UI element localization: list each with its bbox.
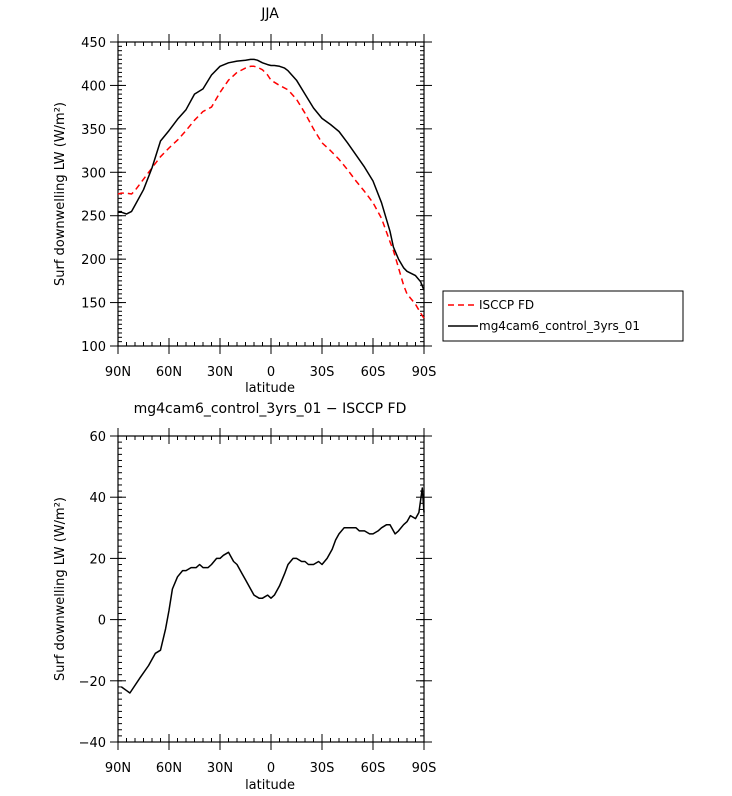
y-tick-label: 20 [89, 552, 106, 567]
x-tick-label: 90N [105, 761, 131, 776]
legend-box [442, 290, 684, 342]
x-tick-label: 30N [207, 365, 233, 380]
plot-frame [117, 435, 425, 743]
y-tick-label: 350 [81, 123, 106, 138]
series-lines [120, 487, 425, 694]
series-lines [117, 58, 425, 319]
tick-marks [110, 428, 432, 750]
x-tick-labels: 90N 60N 30N 0 30S 60S 90S [105, 761, 437, 776]
legend-label-isccp: ISCCP FD [479, 298, 534, 312]
x-tick-labels: 90N 60N 30N 0 30S 60S 90S [105, 365, 437, 380]
y-tick-label: 60 [89, 430, 106, 445]
series-line-mg4cam6-control-3yrs-01 [118, 58, 425, 291]
top-panel: JJA 90N 60N 30N 0 30S 60S 90S 100 150 200 250 300 3… [53, 6, 684, 396]
legend-label-model: mg4cam6_control_3yrs_01 [479, 319, 640, 333]
y-tick-label: 0 [98, 614, 106, 629]
x-tick-label: 0 [267, 761, 275, 776]
x-tick-label: 60N [156, 761, 182, 776]
y-tick-label: 100 [81, 340, 106, 355]
legend: ISCCP FD mg4cam6_control_3yrs_01 [442, 290, 684, 342]
x-tick-label: 90S [412, 761, 437, 776]
x-tick-label: 30N [207, 761, 233, 776]
series-line-isccp-fd [117, 65, 425, 319]
x-axis-label: latitude [245, 381, 295, 396]
bottom-panel: mg4cam6_control_3yrs_01 − ISCCP FD 90N 60… [53, 401, 436, 793]
y-axis-label: Surf downwelling LW (W/m²) [53, 497, 68, 681]
x-tick-label: 30S [310, 365, 335, 380]
y-tick-label: 250 [81, 210, 106, 225]
x-tick-label: 90N [105, 365, 131, 380]
x-tick-label: 60S [361, 365, 386, 380]
x-tick-label: 30S [310, 761, 335, 776]
y-tick-labels: −40 −20 0 20 40 60 [79, 430, 106, 751]
x-tick-label: 60N [156, 365, 182, 380]
y-tick-label: 300 [81, 166, 106, 181]
y-axis-label: Surf downwelling LW (W/m²) [53, 102, 68, 286]
y-tick-label: −40 [79, 736, 106, 751]
x-tick-label: 90S [412, 365, 437, 380]
chart-title: JJA [260, 6, 279, 22]
chart-title: mg4cam6_control_3yrs_01 − ISCCP FD [134, 401, 407, 417]
tick-marks [110, 34, 432, 354]
x-axis-label: latitude [245, 778, 295, 793]
y-tick-label: 200 [81, 253, 106, 268]
y-tick-label: 150 [81, 297, 106, 312]
x-tick-label: 0 [267, 365, 275, 380]
series-line-mg4cam6-control-3yrs-01-isccp-fd [120, 487, 425, 694]
x-tick-label: 60S [361, 761, 386, 776]
y-tick-label: 400 [81, 79, 106, 94]
y-tick-label: 40 [89, 491, 106, 506]
y-tick-label: 450 [81, 36, 106, 51]
y-tick-label: −20 [79, 675, 106, 690]
y-tick-labels: 100 150 200 250 300 350 400 450 [81, 36, 106, 355]
